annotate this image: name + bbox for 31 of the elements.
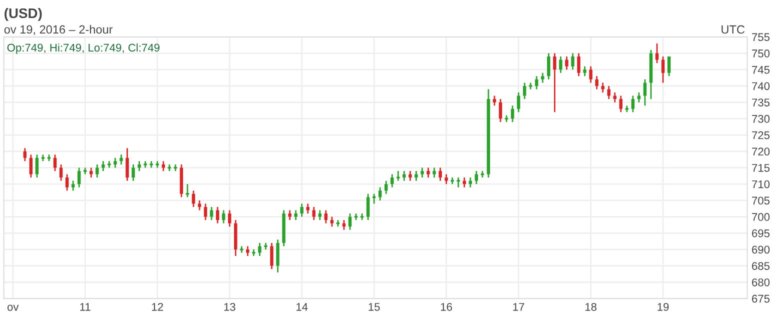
y-tick-label: 730	[752, 114, 770, 123]
y-tick-label: 725	[752, 131, 770, 140]
x-tick-label: 16	[440, 302, 452, 311]
chart-subtitle: ov 19, 2016 – 2-hour	[4, 24, 113, 36]
y-tick-label: 690	[752, 246, 770, 254]
y-tick-label: 710	[752, 180, 770, 188]
y-tick-label: 735	[752, 98, 770, 106]
x-tick-label: 15	[368, 303, 380, 311]
y-tick-label: 695	[752, 229, 770, 238]
text: UTC	[722, 25, 745, 34]
y-tick-label: 685	[752, 262, 770, 270]
chart-title: (USD)	[4, 8, 42, 21]
y-tick-label: 700	[752, 213, 770, 221]
y-tick-label: 740	[752, 82, 770, 90]
y-tick-label: 750	[752, 50, 770, 58]
y-tick-label: 675	[752, 294, 770, 303]
x-tick-label: 11	[80, 303, 90, 311]
x-tick-label: 19	[658, 302, 669, 311]
annotation: Op:749, Hi:749, Lo:749, Cl:749	[7, 43, 160, 54]
y-tick-label: 705	[752, 196, 770, 205]
y-tick-label: 715	[752, 164, 770, 172]
y-tick-label: 680	[752, 278, 770, 286]
y-tick-label: 720	[752, 148, 770, 156]
x-tick-label: 18	[585, 302, 596, 311]
y-tick-label: 745	[752, 66, 770, 74]
x-tick-label: 12	[152, 302, 163, 311]
y-tick-label: 755	[752, 33, 770, 42]
x-tick-label: ov	[7, 304, 19, 311]
x-tick-label: 17	[513, 303, 524, 311]
x-tick-label: 13	[224, 302, 236, 311]
x-tick-label: 14	[296, 303, 308, 311]
